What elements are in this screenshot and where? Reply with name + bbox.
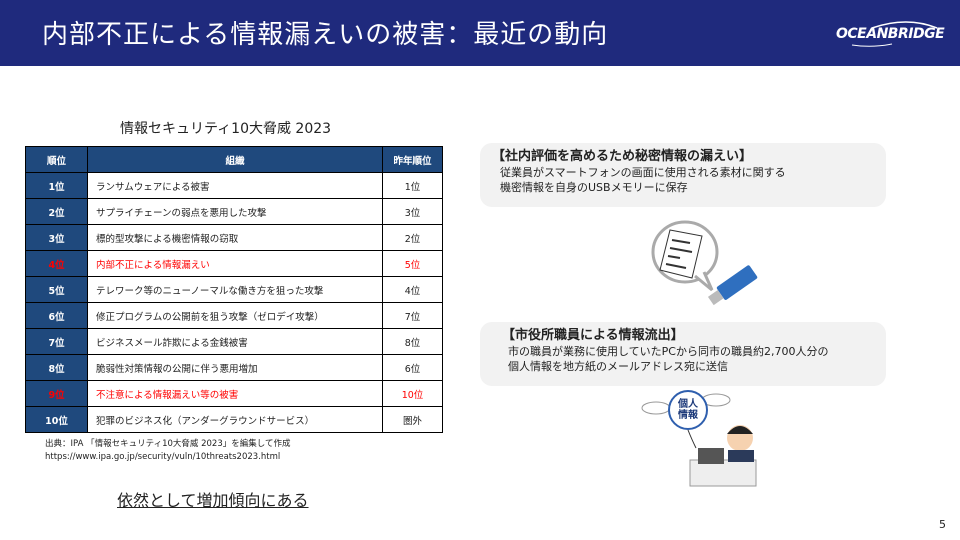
table-row: 7位 ビジネスメール詐欺による金銭被害 8位 bbox=[25, 328, 443, 355]
case2-line2: 個人情報を地方紙のメールアドレス宛に送信 bbox=[508, 360, 728, 373]
header-bar: 内部不正による情報漏えいの被害：最近の動向 OCEANBRIDGE bbox=[0, 0, 960, 66]
prev-rank-cell: 5位 bbox=[382, 250, 443, 277]
prev-rank-cell: 7位 bbox=[382, 302, 443, 329]
threat-name-cell: サプライチェーンの弱点を悪用した攻撃 bbox=[87, 198, 383, 225]
rank-cell: 9位 bbox=[25, 380, 88, 407]
table-row: 6位 修正プログラムの公開前を狙う攻撃（ゼロデイ攻撃） 7位 bbox=[25, 302, 443, 329]
employee-pc-icon bbox=[641, 390, 757, 487]
threat-name-cell: 標的型攻撃による機密情報の窃取 bbox=[87, 224, 383, 251]
prev-rank-cell: 4位 bbox=[382, 276, 443, 303]
info-leak-illustration: 個人情報 bbox=[640, 390, 765, 490]
case1-line2: 機密情報を自身のUSBメモリーに保存 bbox=[500, 181, 688, 194]
table-row: 4位 内部不正による情報漏えい 5位 bbox=[25, 250, 443, 277]
table-row: 10位 犯罪のビジネス化（アンダーグラウンドサービス） 圏外 bbox=[25, 406, 443, 433]
rank-cell: 10位 bbox=[25, 406, 88, 433]
oceanbridge-logo: OCEANBRIDGE bbox=[832, 18, 945, 48]
rank-cell: 2位 bbox=[25, 198, 88, 225]
header-prev-rank: 昨年順位 bbox=[382, 146, 443, 173]
logo-swoosh-icon bbox=[851, 21, 938, 47]
threat-name-cell: 内部不正による情報漏えい bbox=[87, 250, 383, 277]
source-url[interactable]: https://www.ipa.go.jp/security/vuln/10th… bbox=[45, 452, 281, 462]
rank-cell: 1位 bbox=[25, 172, 88, 199]
case1-title: 【社内評価を高めるため秘密情報の漏えい】 bbox=[492, 149, 753, 164]
source-note: 出典：IPA 「情報セキュリティ10大脅威 2023」を編集して作成 https… bbox=[45, 438, 291, 464]
header-organization: 組織 bbox=[87, 146, 383, 173]
slide-title: 内部不正による情報漏えいの被害：最近の動向 bbox=[42, 20, 609, 50]
threat-name-cell: ランサムウェアによる被害 bbox=[87, 172, 383, 199]
logo-text: OCEANBRIDGE bbox=[836, 26, 945, 42]
table-caption: 情報セキュリティ10大脅威 2023 bbox=[120, 121, 332, 137]
header-rank: 順位 bbox=[25, 146, 88, 173]
source-text: 出典：IPA 「情報セキュリティ10大脅威 2023」を編集して作成 bbox=[45, 439, 291, 449]
threats-table: 順位 組織 昨年順位 1位 ランサムウェアによる被害 1位 2位 サプライチェーンの弱点… bbox=[25, 146, 443, 433]
threat-name-cell: 脆弱性対策情報の公開に伴う悪用増加 bbox=[87, 354, 383, 381]
prev-rank-cell: 8位 bbox=[382, 328, 443, 355]
prev-rank-cell: 2位 bbox=[382, 224, 443, 251]
prev-rank-cell: 3位 bbox=[382, 198, 443, 225]
table-row: 1位 ランサムウェアによる被害 1位 bbox=[25, 172, 443, 199]
threat-name-cell: テレワーク等のニューノーマルな働き方を狙った攻撃 bbox=[87, 276, 383, 303]
threat-name-cell: 修正プログラムの公開前を狙う攻撃（ゼロデイ攻撃） bbox=[87, 302, 383, 329]
table-row: 2位 サプライチェーンの弱点を悪用した攻撃 3位 bbox=[25, 198, 443, 225]
rank-cell: 8位 bbox=[25, 354, 88, 381]
threat-name-cell: 不注意による情報漏えい等の被害 bbox=[87, 380, 383, 407]
prev-rank-cell: 6位 bbox=[382, 354, 443, 381]
personal-info-label: 個人情報 bbox=[678, 399, 698, 421]
rank-cell: 3位 bbox=[25, 224, 88, 251]
case1-line1: 従業員がスマートフォンの画面に使用される素材に関する bbox=[500, 166, 786, 179]
document-usb-illustration bbox=[651, 220, 758, 306]
page-number: 5 bbox=[939, 518, 946, 531]
prev-rank-cell: 10位 bbox=[382, 380, 443, 407]
prev-rank-cell: 圏外 bbox=[382, 406, 443, 433]
case2-line1: 市の職員が業務に使用していたPCから同市の職員約2,700人分の bbox=[508, 345, 829, 358]
table-row: 8位 脆弱性対策情報の公開に伴う悪用増加 6位 bbox=[25, 354, 443, 381]
prev-rank-cell: 1位 bbox=[382, 172, 443, 199]
case2-title: 【市役所職員による情報流出】 bbox=[502, 328, 684, 343]
table-row: 5位 テレワーク等のニューノーマルな働き方を狙った攻撃 4位 bbox=[25, 276, 443, 303]
threat-name-cell: 犯罪のビジネス化（アンダーグラウンドサービス） bbox=[87, 406, 383, 433]
table-row: 3位 標的型攻撃による機密情報の窃取 2位 bbox=[25, 224, 443, 251]
rank-cell: 6位 bbox=[25, 302, 88, 329]
case2-box: 【市役所職員による情報流出】 市の職員が業務に使用していたPCから同市の職員約2… bbox=[480, 322, 886, 386]
rank-cell: 7位 bbox=[25, 328, 88, 355]
case1-box: 【社内評価を高めるため秘密情報の漏えい】 従業員がスマートフォンの画面に使用され… bbox=[480, 143, 886, 207]
threat-name-cell: ビジネスメール詐欺による金銭被害 bbox=[87, 328, 383, 355]
table-row: 9位 不注意による情報漏えい等の被害 10位 bbox=[25, 380, 443, 407]
rank-cell: 4位 bbox=[25, 250, 88, 277]
trend-text: 依然として増加傾向にある bbox=[117, 491, 309, 510]
rank-cell: 5位 bbox=[25, 276, 88, 303]
